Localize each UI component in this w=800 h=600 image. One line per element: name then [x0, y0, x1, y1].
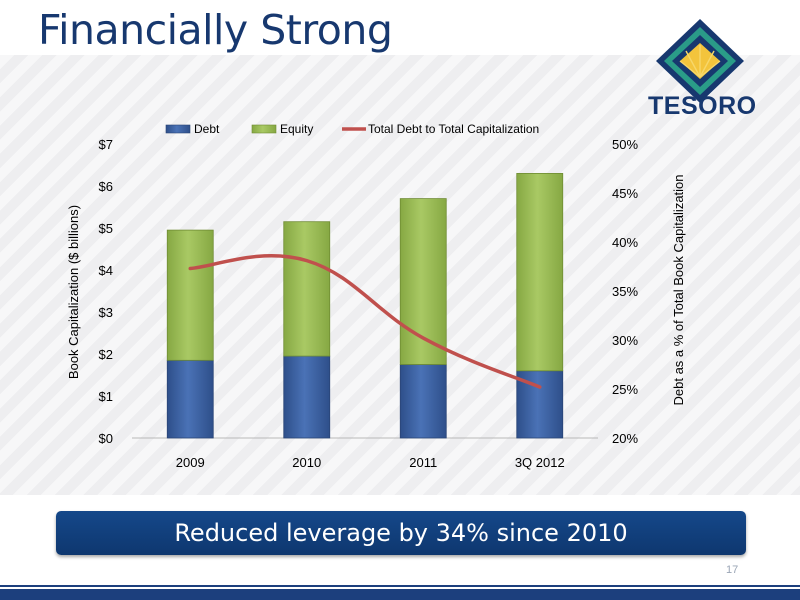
footer-line — [0, 585, 800, 587]
y2-tick-label: 40% — [612, 235, 638, 250]
legend-swatch-equity — [251, 124, 277, 134]
bar-equity — [166, 229, 214, 361]
page-number: 17 — [726, 564, 739, 576]
y2-tick-label: 30% — [612, 333, 638, 348]
summary-banner: Reduced leverage by 34% since 2010 — [56, 511, 746, 555]
legend-swatch-debt — [165, 124, 191, 134]
legend-label-line: Total Debt to Total Capitalization — [368, 122, 539, 136]
page-title: Financially Strong — [38, 6, 393, 54]
y2-axis-label: Debt as a % of Total Book Capitalization — [671, 174, 686, 405]
bar-equity — [283, 221, 331, 357]
tesoro-logo — [656, 19, 744, 103]
y-tick-label: $6 — [99, 179, 113, 194]
y-tick-label: $0 — [99, 431, 113, 446]
y2-tick-label: 35% — [612, 284, 638, 299]
y-tick-label: $1 — [99, 389, 113, 404]
y2-tick-label: 20% — [612, 431, 638, 446]
y-tick-label: $7 — [99, 137, 113, 152]
bar-debt — [166, 359, 214, 439]
footer-bar — [0, 589, 800, 600]
line-debt-ratio — [188, 254, 542, 389]
x-tick-label: 2011 — [409, 455, 437, 470]
y2-tick-label: 45% — [612, 186, 638, 201]
x-tick-label: 2009 — [176, 455, 205, 470]
bar-equity — [516, 172, 564, 372]
x-tick-label: 2010 — [292, 455, 321, 470]
y-tick-label: $2 — [99, 347, 113, 362]
bar-debt — [399, 364, 447, 439]
y-tick-label: $5 — [99, 221, 113, 236]
y-tick-label: $4 — [99, 263, 113, 278]
summary-banner-text: Reduced leverage by 34% since 2010 — [174, 519, 628, 547]
y2-tick-label: 25% — [612, 382, 638, 397]
y-tick-label: $3 — [99, 305, 113, 320]
bar-debt — [283, 355, 331, 439]
y-axis-label: Book Capitalization ($ billions) — [66, 205, 81, 379]
tesoro-logo-text: TESORO — [648, 92, 757, 120]
y2-tick-label: 50% — [612, 137, 638, 152]
x-tick-label: 3Q 2012 — [515, 455, 565, 470]
legend-label-equity: Equity — [280, 122, 313, 136]
legend-label-debt: Debt — [194, 122, 220, 136]
